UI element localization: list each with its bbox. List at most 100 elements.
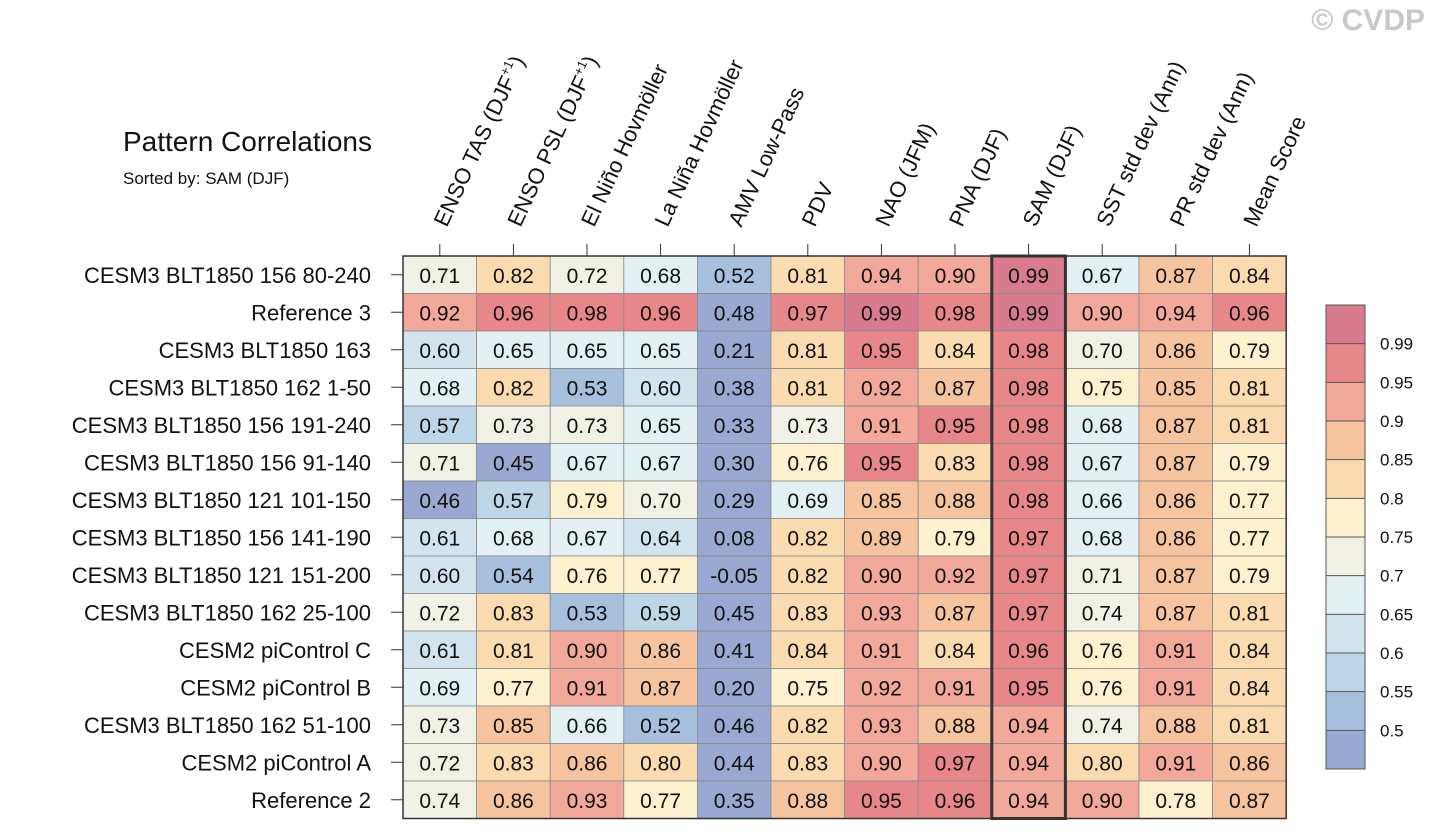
- row-label: CESM3 BLT1850 156 191-240: [72, 413, 371, 438]
- heatmap-cell: [402, 443, 477, 482]
- cell-value-label: 0.67: [1082, 265, 1123, 288]
- cell-value-label: 0.85: [861, 490, 902, 513]
- cell-value-label: 0.86: [1155, 527, 1196, 550]
- cell-value-label: 0.92: [861, 377, 902, 400]
- cell-value-label: 0.91: [1155, 677, 1196, 700]
- heatmap-cell: [549, 555, 625, 594]
- heatmap-cell: [770, 405, 845, 444]
- cell-value-label: 0.95: [861, 452, 902, 475]
- heatmap-cell: [1138, 480, 1213, 519]
- cell-value-label: 0.44: [714, 752, 755, 775]
- cell-value-label: 0.87: [935, 377, 976, 400]
- cell-value-label: 0.67: [640, 452, 681, 475]
- cell-value-label: 0.81: [787, 265, 828, 288]
- cell-value-label: 0.81: [1229, 377, 1270, 400]
- heatmap-cell: [1212, 518, 1287, 557]
- heatmap-cell: [476, 743, 551, 782]
- cell-value-label: 0.98: [1008, 340, 1049, 363]
- cell-value-label: 0.90: [1082, 302, 1123, 325]
- cell-value-label: 0.85: [1155, 377, 1196, 400]
- heatmap-cell: [1212, 480, 1287, 519]
- heatmap-cell: [697, 555, 772, 594]
- cell-value-label: 0.59: [640, 602, 681, 625]
- colorbar-label: 0.7: [1380, 567, 1404, 586]
- cell-value-label: 0.66: [1082, 490, 1123, 513]
- cell-value-label: 0.91: [567, 677, 608, 700]
- cell-value-label: 0.71: [1082, 565, 1123, 588]
- cell-value-label: 0.80: [640, 752, 681, 775]
- heatmap-cell: [623, 593, 698, 632]
- cell-value-label: 0.84: [1229, 677, 1270, 700]
- column-label: Mean Score: [1238, 112, 1311, 230]
- cell-value-label: 0.64: [640, 527, 681, 550]
- cell-value-label: 0.77: [640, 565, 681, 588]
- heatmap-cell: [917, 630, 993, 669]
- cell-value-label: 0.74: [1082, 715, 1123, 738]
- heatmap-cell: [476, 630, 551, 669]
- heatmap-cell: [917, 743, 993, 782]
- cell-value-label: 0.96: [1008, 640, 1049, 663]
- cell-value-label: 0.96: [1229, 302, 1270, 325]
- colorbar-segment: [1326, 653, 1365, 692]
- heatmap-cell: [917, 255, 993, 294]
- cell-value-label: 0.91: [861, 640, 902, 663]
- cell-value-label: 0.77: [640, 790, 681, 813]
- cell-value-label: 0.87: [640, 677, 681, 700]
- heatmap-cell: [476, 255, 551, 294]
- cell-value-label: 0.84: [1229, 265, 1270, 288]
- heatmap-cell: [1065, 555, 1140, 594]
- colorbar-label: 0.65: [1380, 605, 1413, 624]
- cell-value-label: 0.60: [419, 565, 460, 588]
- cell-value-label: 0.73: [567, 415, 608, 438]
- cell-value-label: 0.91: [1155, 752, 1196, 775]
- cell-value-label: 0.52: [640, 715, 681, 738]
- cell-value-label: 0.96: [640, 302, 681, 325]
- cell-value-label: 0.87: [1155, 452, 1196, 475]
- cell-value-label: 0.87: [1229, 790, 1270, 813]
- cell-value-label: 0.82: [787, 715, 828, 738]
- cell-value-label: 0.67: [1082, 452, 1123, 475]
- cell-value-label: 0.30: [714, 452, 755, 475]
- colorbar-label: 0.75: [1380, 528, 1413, 547]
- heatmap-cell: [917, 518, 993, 557]
- cell-value-label: 0.90: [1082, 790, 1123, 813]
- cell-value-label: 0.81: [1229, 602, 1270, 625]
- cell-value-label: 0.96: [935, 790, 976, 813]
- cell-value-label: 0.97: [1008, 527, 1049, 550]
- heatmap-cell: [476, 705, 551, 744]
- chart-title: Pattern Correlations: [123, 126, 373, 157]
- heatmap-cell: [476, 480, 551, 519]
- heatmap-cell: [770, 630, 845, 669]
- heatmap-cell: [623, 743, 698, 782]
- row-label: CESM3 BLT1850 156 141-190: [72, 525, 371, 550]
- heatmap-cell: [697, 368, 772, 407]
- heatmap-cell: [402, 743, 477, 782]
- cell-value-label: 0.77: [493, 677, 534, 700]
- cell-value-label: 0.98: [935, 302, 976, 325]
- cell-value-label: 0.99: [861, 302, 902, 325]
- cell-value-label: 0.65: [640, 340, 681, 363]
- heatmap-cell: [844, 293, 919, 332]
- cell-value-label: 0.61: [419, 527, 460, 550]
- heatmap-cell: [623, 405, 698, 444]
- row-label: CESM2 piControl B: [180, 675, 371, 700]
- heatmap-cell: [1138, 668, 1213, 707]
- heatmap-cell: [476, 668, 551, 707]
- heatmap-cell: [697, 518, 772, 557]
- cell-value-label: 0.84: [1229, 640, 1270, 663]
- heatmap-cell: [549, 368, 625, 407]
- cell-value-label: 0.65: [567, 340, 608, 363]
- cell-value-label: 0.60: [419, 340, 460, 363]
- cell-value-label: 0.81: [493, 640, 534, 663]
- colorbar-label: 0.85: [1380, 451, 1413, 470]
- column-label: SAM (DJF): [1017, 121, 1086, 230]
- cell-value-label: 0.54: [493, 565, 534, 588]
- heatmap-cell: [402, 668, 477, 707]
- cell-value-label: 0.99: [1008, 265, 1049, 288]
- heatmap-cell: [549, 668, 625, 707]
- heatmap-cell: [844, 368, 919, 407]
- cell-value-label: 0.69: [419, 677, 460, 700]
- cell-value-label: 0.88: [935, 490, 976, 513]
- heatmap-cell: [623, 480, 698, 519]
- heatmap-cell: [770, 555, 845, 594]
